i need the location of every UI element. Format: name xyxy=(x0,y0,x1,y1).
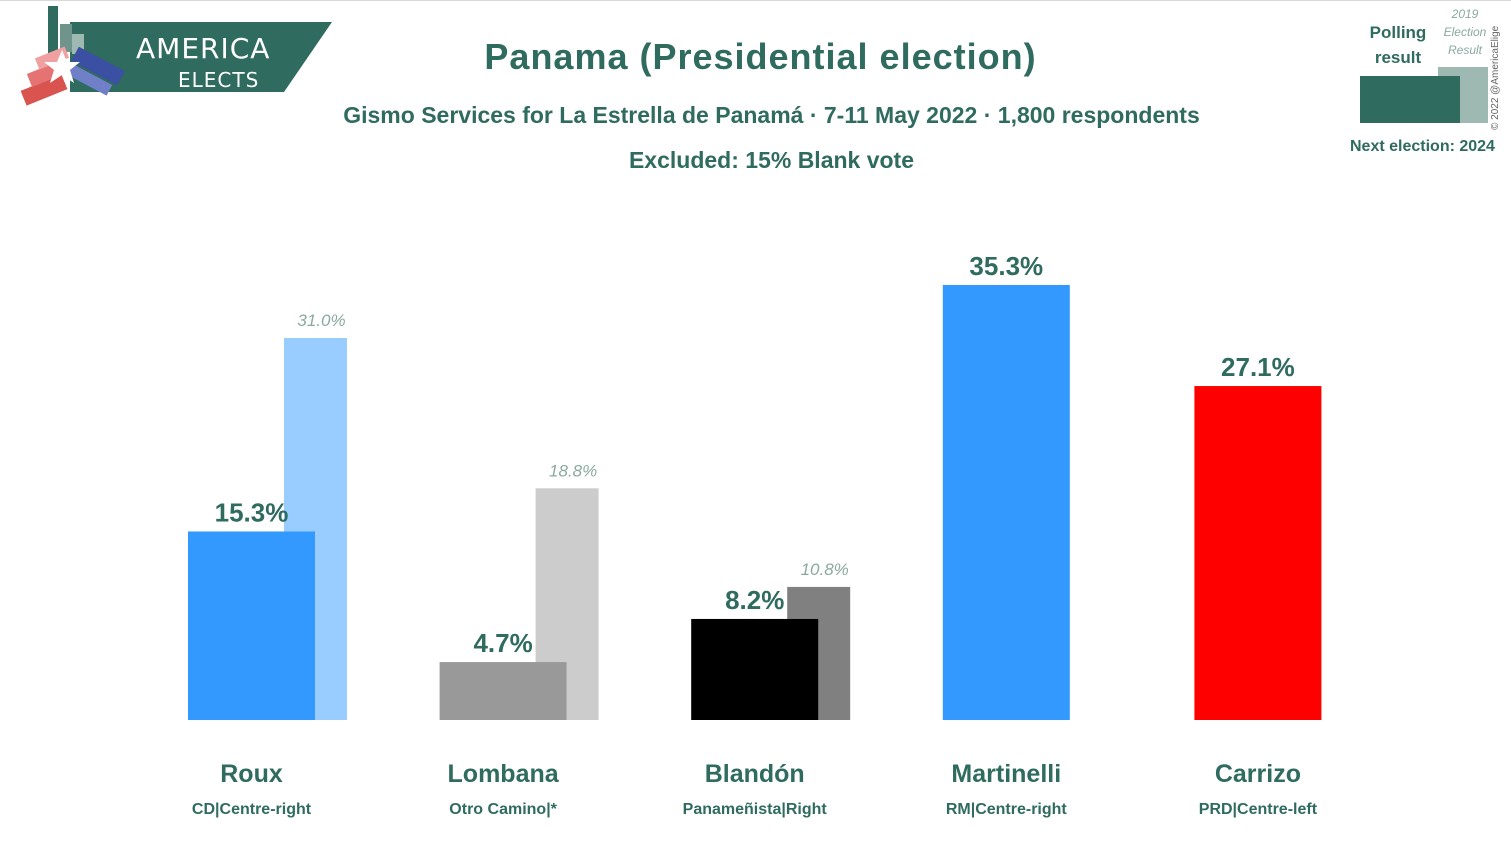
logo-text-america: AMERICA xyxy=(136,32,271,65)
bar-poll-blandn xyxy=(691,618,819,720)
candidate-name-martinelli: Martinelli xyxy=(951,760,1061,788)
candidate-party-roux: CD|Centre-right xyxy=(192,801,312,818)
label-2019-blandn: 10.8% xyxy=(801,560,849,579)
top-divider xyxy=(0,0,1511,1)
candidate-name-lombana: Lombana xyxy=(448,760,560,788)
candidate-party-martinelli: RM|Centre-right xyxy=(946,801,1068,818)
candidate-name-blandn: Blandón xyxy=(705,760,805,788)
label-poll-lombana: 4.7% xyxy=(473,628,532,658)
candidate-party-blandn: Panameñista|Right xyxy=(683,801,828,818)
logo-text-elects: ELECTS xyxy=(178,68,260,92)
chart-subtitle: Gismo Services for La Estrella de Panamá… xyxy=(343,102,1200,128)
candidate-name-roux: Roux xyxy=(220,760,283,788)
america-elects-logo: AMERICA ELECTS xyxy=(14,6,344,116)
bar-poll-lombana xyxy=(439,662,567,720)
label-poll-carrizo: 27.1% xyxy=(1221,352,1295,382)
label-poll-roux: 15.3% xyxy=(215,497,289,527)
next-election-label: Next election: 2024 xyxy=(1350,138,1495,155)
label-2019-lombana: 18.8% xyxy=(549,461,597,480)
chart-title: Panama (Presidential election) xyxy=(484,36,1037,77)
label-2019-roux: 31.0% xyxy=(297,311,345,330)
legend-polling-swatch xyxy=(1360,76,1460,123)
excluded-note: Excluded: 15% Blank vote xyxy=(628,147,915,173)
candidate-name-carrizo: Carrizo xyxy=(1215,760,1301,788)
candidate-party-lombana: Otro Camino|* xyxy=(449,801,557,818)
label-poll-martinelli: 35.3% xyxy=(969,251,1043,281)
logo-graphic xyxy=(20,6,332,106)
legend-polling-label: Polling result xyxy=(1369,23,1427,67)
legend-election-label: 2019 Election Result xyxy=(1443,7,1487,57)
bar-poll-carrizo xyxy=(1194,386,1322,720)
bar-poll-roux xyxy=(188,531,315,720)
bar-poll-martinelli xyxy=(942,285,1070,720)
label-poll-blandn: 8.2% xyxy=(725,585,784,615)
candidate-party-carrizo: PRD|Centre-left xyxy=(1199,801,1318,818)
